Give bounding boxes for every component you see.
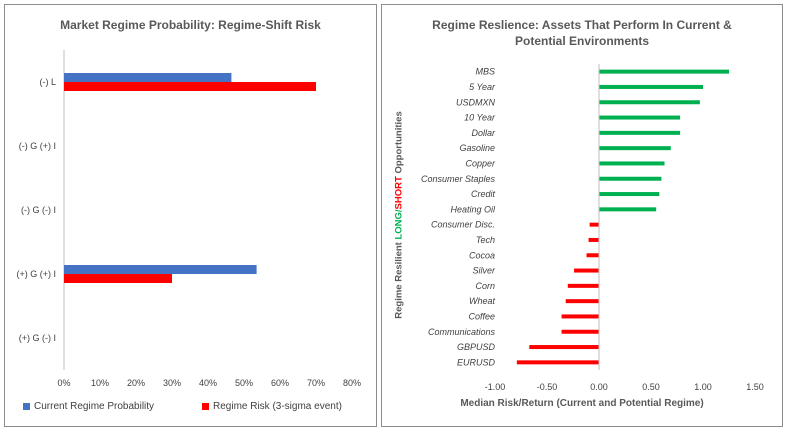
asset-label: Corn [475, 281, 495, 291]
bar-long [599, 84, 703, 89]
asset-label: EURUSD [457, 357, 496, 367]
bar-current [64, 73, 232, 82]
x-tick-label: 30% [163, 378, 181, 388]
bar-short [561, 314, 599, 319]
bar-short [586, 253, 599, 258]
x-tick-label: 20% [127, 378, 145, 388]
category-label: (+) G (+) I [16, 269, 56, 279]
category-label: (-) G (+) I [19, 141, 56, 151]
bar-long [599, 69, 729, 74]
legend-regime-risk: Regime Risk (3-sigma event) [202, 401, 342, 412]
x-tick-label: 1.00 [694, 382, 712, 392]
x-tick-label: 60% [271, 378, 289, 388]
asset-label: Communications [428, 327, 496, 337]
bar-short [588, 237, 599, 242]
bar-long [599, 100, 700, 105]
asset-label: Silver [472, 266, 496, 276]
x-tick-label: 50% [235, 378, 253, 388]
legend-swatch-blue [23, 403, 30, 410]
bar-short [529, 345, 599, 350]
asset-label: Gasoline [459, 143, 495, 153]
x-tick-label: 1.50 [746, 382, 764, 392]
asset-label: 10 Year [464, 113, 496, 123]
bar-long [599, 161, 665, 166]
x-tick-label: 40% [199, 378, 217, 388]
left-chart-title: Market Regime Probability: Regime-Shift … [60, 18, 321, 32]
asset-label: Tech [476, 235, 495, 245]
bar-short [574, 268, 599, 273]
bar-short [589, 222, 599, 227]
x-tick-label: 0% [57, 378, 70, 388]
x-tick-label: 70% [307, 378, 325, 388]
asset-label: MBS [475, 67, 495, 77]
regime-probability-chart: (-) L (-) G (+) I (-) G (-) I (+) G (+) I (+… [16, 50, 361, 388]
bar-long [599, 130, 681, 135]
asset-label: GBPUSD [457, 342, 496, 352]
bar-short [567, 283, 599, 288]
x-tick-label: 80% [343, 378, 361, 388]
asset-label: Cocoa [469, 250, 495, 260]
bar-long [599, 176, 662, 181]
regime-resilience-panel: Regime Reslience: Assets That Perform In… [381, 4, 783, 427]
right-x-axis-label: Median Risk/Return (Current and Potentia… [460, 398, 704, 409]
x-tick-label: -1.00 [485, 382, 506, 392]
legend-current-regime: Current Regime Probability [23, 401, 154, 412]
asset-label: Dollar [471, 128, 496, 138]
asset-label: Credit [471, 189, 496, 199]
category-label: (-) G (-) I [21, 205, 56, 215]
asset-label: USDMXN [456, 97, 496, 107]
asset-label: Coffee [468, 311, 495, 321]
x-tick-label: 10% [91, 378, 109, 388]
bar-short [561, 329, 599, 334]
asset-label: 5 Year [469, 82, 496, 92]
asset-label: Heating Oil [450, 204, 496, 214]
x-tick-label: 0.50 [642, 382, 660, 392]
x-tick-label: 0.00 [590, 382, 608, 392]
bar-current [64, 265, 257, 274]
bar-long [599, 115, 681, 120]
bar-short [516, 360, 599, 365]
bar-risk [64, 274, 172, 283]
asset-label: Consumer Disc. [431, 220, 495, 230]
bar-long [599, 146, 671, 151]
asset-label: Consumer Staples [421, 174, 496, 184]
legend-swatch-red [202, 403, 209, 410]
category-label: (-) L [40, 77, 57, 87]
bar-short [565, 299, 599, 304]
legend-label-current: Current Regime Probability [34, 401, 155, 412]
right-chart-title: Regime Reslience: Assets That Perform In… [432, 18, 732, 48]
legend-label-risk: Regime Risk (3-sigma event) [213, 401, 342, 412]
regime-resilience-chart: MBS 5 Year USDMXN 10 Year Dollar Gasoline Copp… [421, 64, 764, 392]
bar-long [599, 207, 657, 212]
x-tick-label: -0.50 [537, 382, 558, 392]
regime-probability-panel: Market Regime Probability: Regime-Shift … [4, 4, 377, 427]
category-label: (+) G (-) I [19, 333, 56, 343]
asset-label: Copper [465, 158, 496, 168]
bar-risk [64, 82, 316, 91]
asset-label: Wheat [469, 296, 496, 306]
bar-long [599, 192, 660, 197]
